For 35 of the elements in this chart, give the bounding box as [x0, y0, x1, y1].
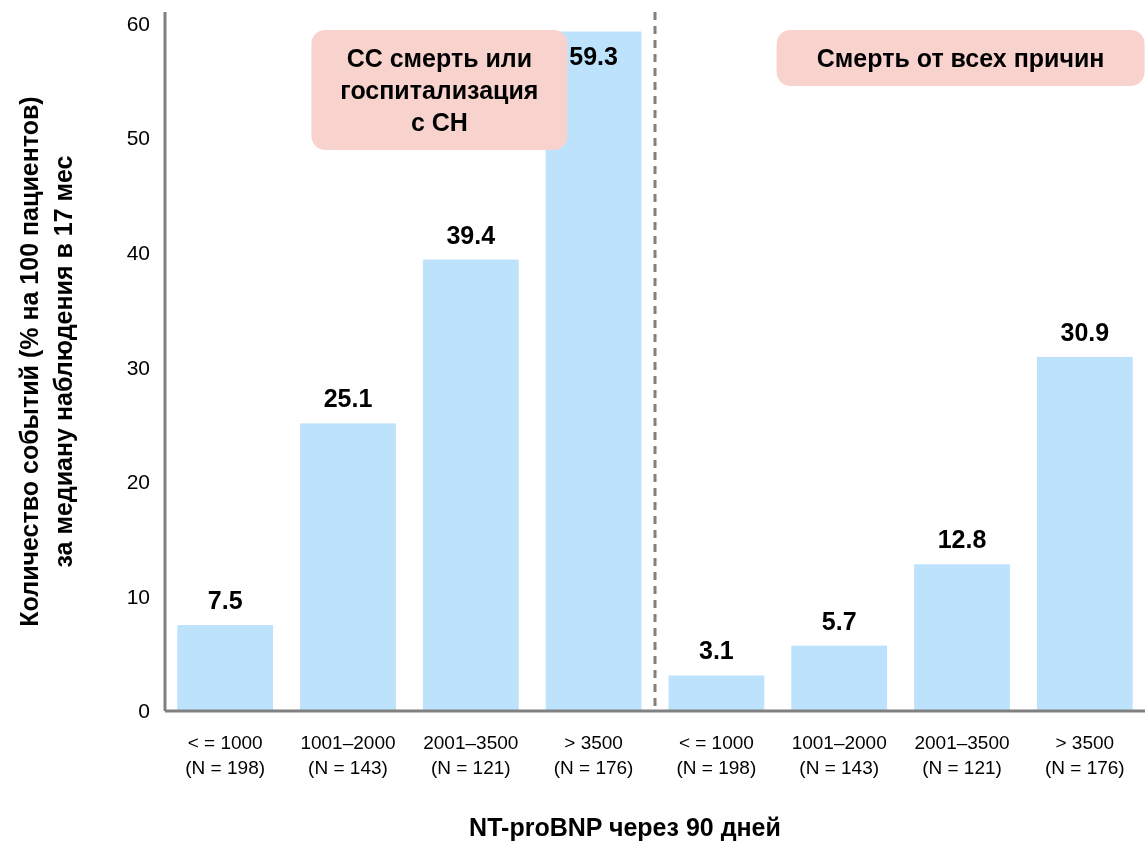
data-label: 5.7 [821, 606, 857, 635]
y-tick-label: 20 [126, 470, 150, 494]
y-tick-label: 30 [126, 355, 150, 379]
x-tick-label: 2001–3500 (N = 121) [423, 732, 519, 778]
bar [1036, 356, 1133, 711]
x-axis-title: NT-proBNP через 90 дней [469, 813, 781, 841]
annotation: СС смерть или госпитализация с СН [340, 44, 539, 136]
y-axis-title: Количество событий (% на 100 пациентов) за медиану наблюдения в 17 мес [15, 96, 77, 627]
bar [545, 31, 642, 711]
x-tick-label: > 3500 (N = 176) [553, 732, 634, 778]
data-label: 59.3 [569, 42, 618, 71]
x-tick-label: < = 1000 (N = 198) [185, 732, 266, 778]
y-tick-label: 50 [126, 126, 150, 150]
x-tick-label: 1001–2000 (N = 143) [791, 732, 887, 778]
bar [791, 645, 888, 711]
y-tick-label: 0 [138, 699, 150, 723]
data-label: 30.9 [1060, 317, 1110, 346]
data-label: 39.4 [446, 220, 496, 249]
bar [177, 625, 274, 711]
x-tick-label: < = 1000 (N = 198) [676, 732, 757, 778]
data-label: 12.8 [937, 525, 987, 554]
x-tick-label: 1001–2000 (N = 143) [300, 732, 396, 778]
data-label: 7.5 [207, 586, 243, 615]
bar [422, 259, 519, 711]
y-tick-label: 60 [126, 11, 150, 35]
y-tick-label: 10 [126, 584, 150, 608]
x-tick-label: > 3500 (N = 176) [1044, 732, 1125, 778]
data-label: 25.1 [323, 384, 373, 413]
bar [300, 423, 396, 711]
data-label: 3.1 [699, 636, 734, 665]
bar [914, 564, 1010, 711]
x-tick-label: 2001–3500 (N = 121) [914, 732, 1010, 778]
bar [668, 675, 765, 711]
y-tick-label: 40 [126, 240, 150, 264]
annotation: Смерть от всех причин [816, 44, 1105, 72]
